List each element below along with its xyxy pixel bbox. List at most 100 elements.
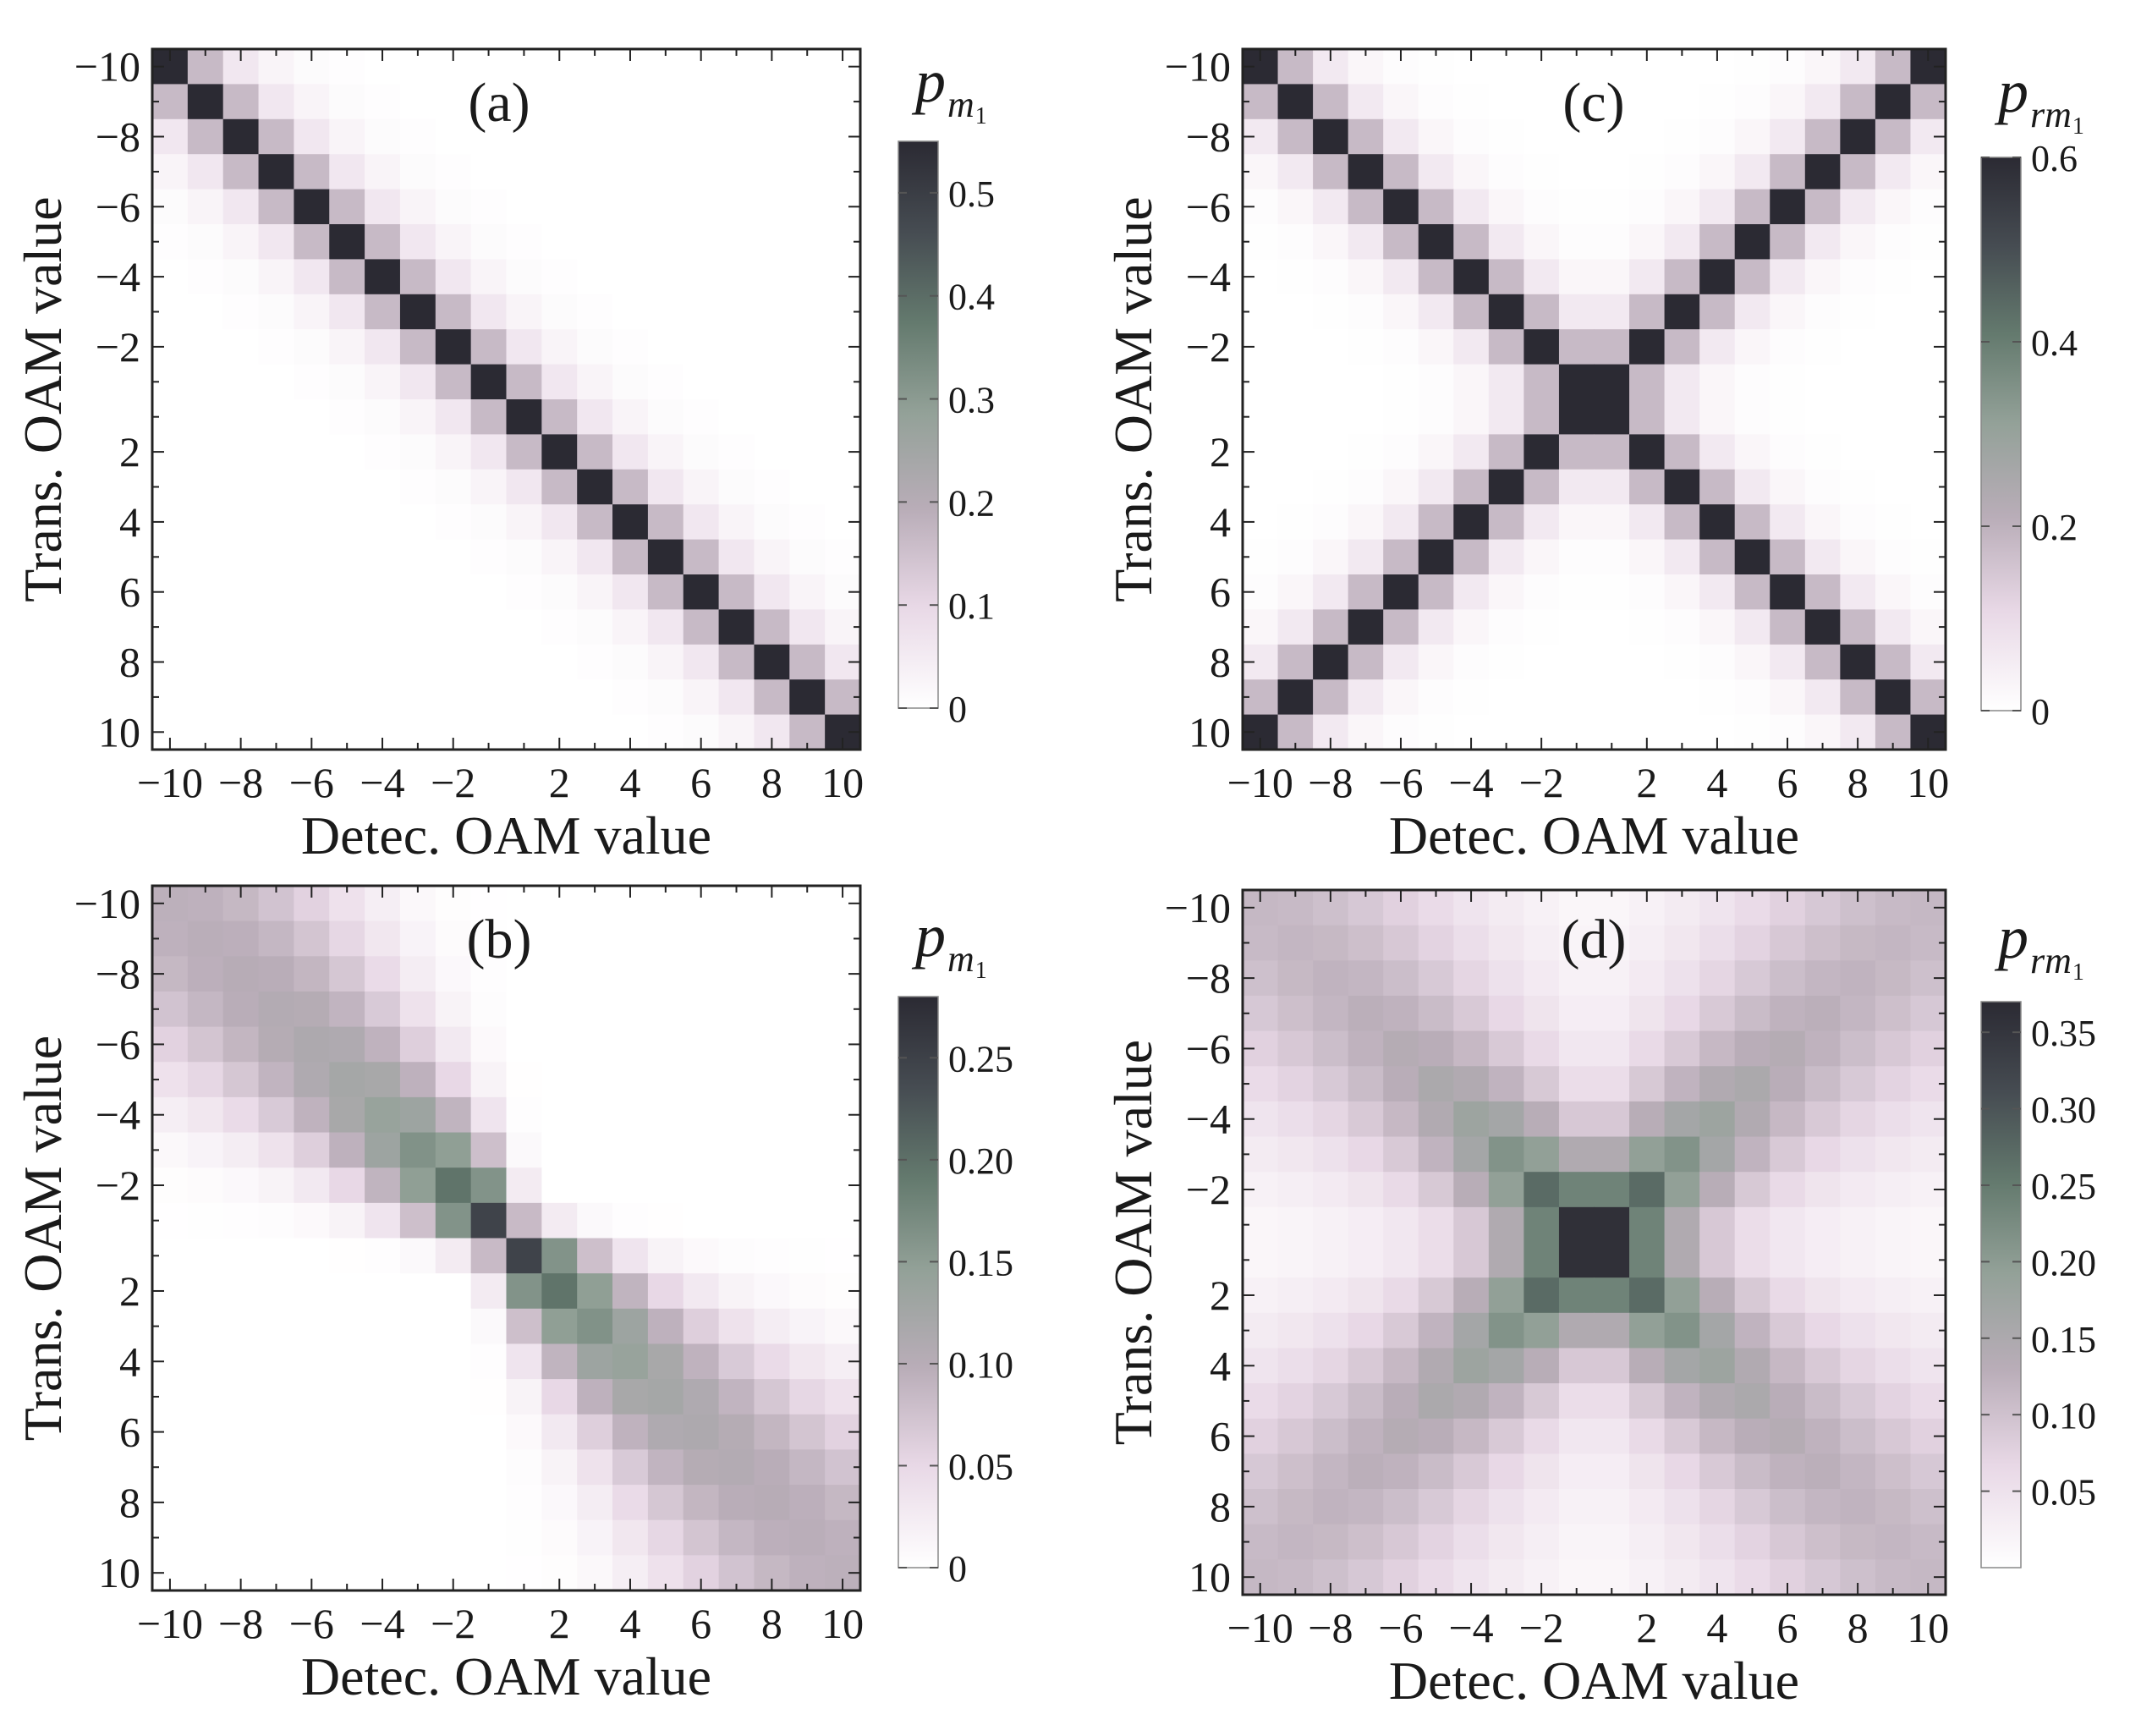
heatmap-cell — [187, 224, 224, 260]
heatmap-cell — [1277, 644, 1314, 680]
heatmap-cell — [1699, 960, 1736, 997]
heatmap-cell — [187, 154, 224, 190]
heatmap-cell — [222, 1449, 260, 1486]
heatmap-cell — [435, 399, 472, 435]
heatmap-cell — [506, 1379, 542, 1415]
heatmap-cell — [1453, 224, 1490, 260]
heatmap-cell — [1664, 1489, 1700, 1525]
heatmap-cell — [1804, 1348, 1841, 1384]
colorbar-tick-label: 0.05 — [948, 1446, 1013, 1487]
y-tick-label: 10 — [98, 1549, 140, 1596]
heatmap-cell — [1840, 679, 1876, 716]
heatmap-cell — [187, 609, 224, 646]
heatmap-cell — [399, 154, 436, 190]
heatmap-cell — [1383, 1030, 1419, 1067]
heatmap-cell — [1804, 399, 1841, 435]
heatmap-cell — [187, 644, 224, 680]
heatmap-cell — [1383, 925, 1419, 961]
heatmap-cell — [1277, 1453, 1314, 1490]
heatmap-cell — [294, 1519, 330, 1556]
heatmap-cell — [1313, 259, 1349, 295]
heatmap-cell — [683, 259, 720, 295]
x-tick-label: 2 — [549, 1600, 570, 1647]
heatmap-cell — [718, 679, 755, 716]
heatmap-cell — [1804, 1418, 1841, 1454]
colorbar-tick-label: 0.10 — [948, 1344, 1013, 1386]
heatmap-cell — [647, 1273, 684, 1310]
heatmap-cell — [1558, 1312, 1595, 1349]
heatmap-cell — [1664, 1172, 1700, 1208]
heatmap-cell — [1594, 434, 1630, 470]
heatmap-cell — [187, 259, 224, 295]
heatmap-cell — [789, 189, 826, 225]
heatmap-cell — [718, 1414, 755, 1450]
heatmap-cell — [258, 118, 294, 155]
heatmap-cell — [754, 224, 790, 260]
heatmap-cell — [1488, 434, 1524, 470]
heatmap-cell — [1383, 364, 1419, 400]
heatmap-cell — [470, 504, 508, 541]
heatmap-cell — [470, 956, 508, 992]
heatmap-cell — [718, 1026, 755, 1063]
heatmap-cell — [1453, 1101, 1490, 1138]
heatmap-cell — [294, 1167, 330, 1204]
heatmap-cell — [1770, 329, 1806, 365]
heatmap-cell — [222, 469, 260, 505]
colorbar-label-subsub: 1 — [975, 958, 987, 984]
heatmap-cell — [789, 679, 826, 716]
colorbar-tick-label: 0.2 — [2031, 507, 2078, 548]
heatmap-cell — [1523, 1172, 1560, 1208]
heatmap-cell — [1594, 539, 1630, 575]
panel-title: (d) — [1562, 909, 1627, 970]
heatmap-cell — [1840, 1030, 1876, 1067]
x-tick-label: −4 — [360, 759, 404, 806]
heatmap-cell — [1313, 399, 1349, 435]
heatmap-cell — [577, 1273, 613, 1310]
colorbar-label-sub: m — [947, 938, 974, 980]
heatmap-cell — [222, 956, 260, 992]
colorbar-tick-label: 0.6 — [2031, 138, 2078, 179]
heatmap-cell — [718, 1273, 755, 1310]
heatmap-cell — [1629, 224, 1666, 260]
heatmap-cell — [1770, 1418, 1806, 1454]
heatmap-cell — [506, 399, 542, 435]
heatmap-cell — [612, 1485, 649, 1521]
heatmap-cell — [1840, 1524, 1876, 1560]
heatmap-cell — [1313, 1418, 1349, 1454]
y-tick-label: −10 — [1165, 884, 1231, 931]
heatmap-cell — [683, 644, 720, 680]
heatmap-cell — [294, 644, 330, 680]
heatmap-cell — [329, 1062, 365, 1098]
heatmap-cell — [718, 1062, 755, 1098]
heatmap-cell — [187, 1026, 224, 1063]
heatmap-cell — [329, 956, 365, 992]
heatmap-cell — [435, 504, 472, 541]
heatmap-cell — [187, 469, 224, 505]
heatmap-cell — [222, 294, 260, 330]
heatmap-cell — [1594, 118, 1630, 155]
heatmap-cell — [1418, 1453, 1454, 1490]
x-tick-label: −10 — [1227, 1604, 1293, 1651]
y-tick-label: −4 — [96, 253, 140, 300]
heatmap-cell — [789, 434, 826, 470]
heatmap-cell — [541, 1096, 578, 1134]
colorbar-label-sub: rm — [2030, 94, 2072, 135]
heatmap-cell — [1313, 294, 1349, 330]
heatmap-cell — [1277, 364, 1314, 400]
heatmap-cell — [1348, 609, 1384, 646]
heatmap-cell — [612, 259, 649, 295]
heatmap-cell — [577, 1062, 613, 1098]
colorbar-tick-label: 0.2 — [948, 482, 995, 524]
heatmap-cell — [789, 469, 826, 505]
heatmap-cell — [1804, 329, 1841, 365]
heatmap-cell — [1523, 1312, 1560, 1349]
heatmap-cell — [1383, 259, 1419, 295]
heatmap-cell — [612, 1026, 649, 1063]
heatmap-cell — [1277, 1066, 1314, 1102]
heatmap-cell — [1840, 1453, 1876, 1490]
heatmap-cell — [1418, 469, 1454, 505]
heatmap-cell — [1348, 294, 1384, 330]
heatmap-cell — [789, 504, 826, 541]
heatmap-cell — [435, 224, 472, 260]
heatmap-cell — [647, 574, 684, 610]
